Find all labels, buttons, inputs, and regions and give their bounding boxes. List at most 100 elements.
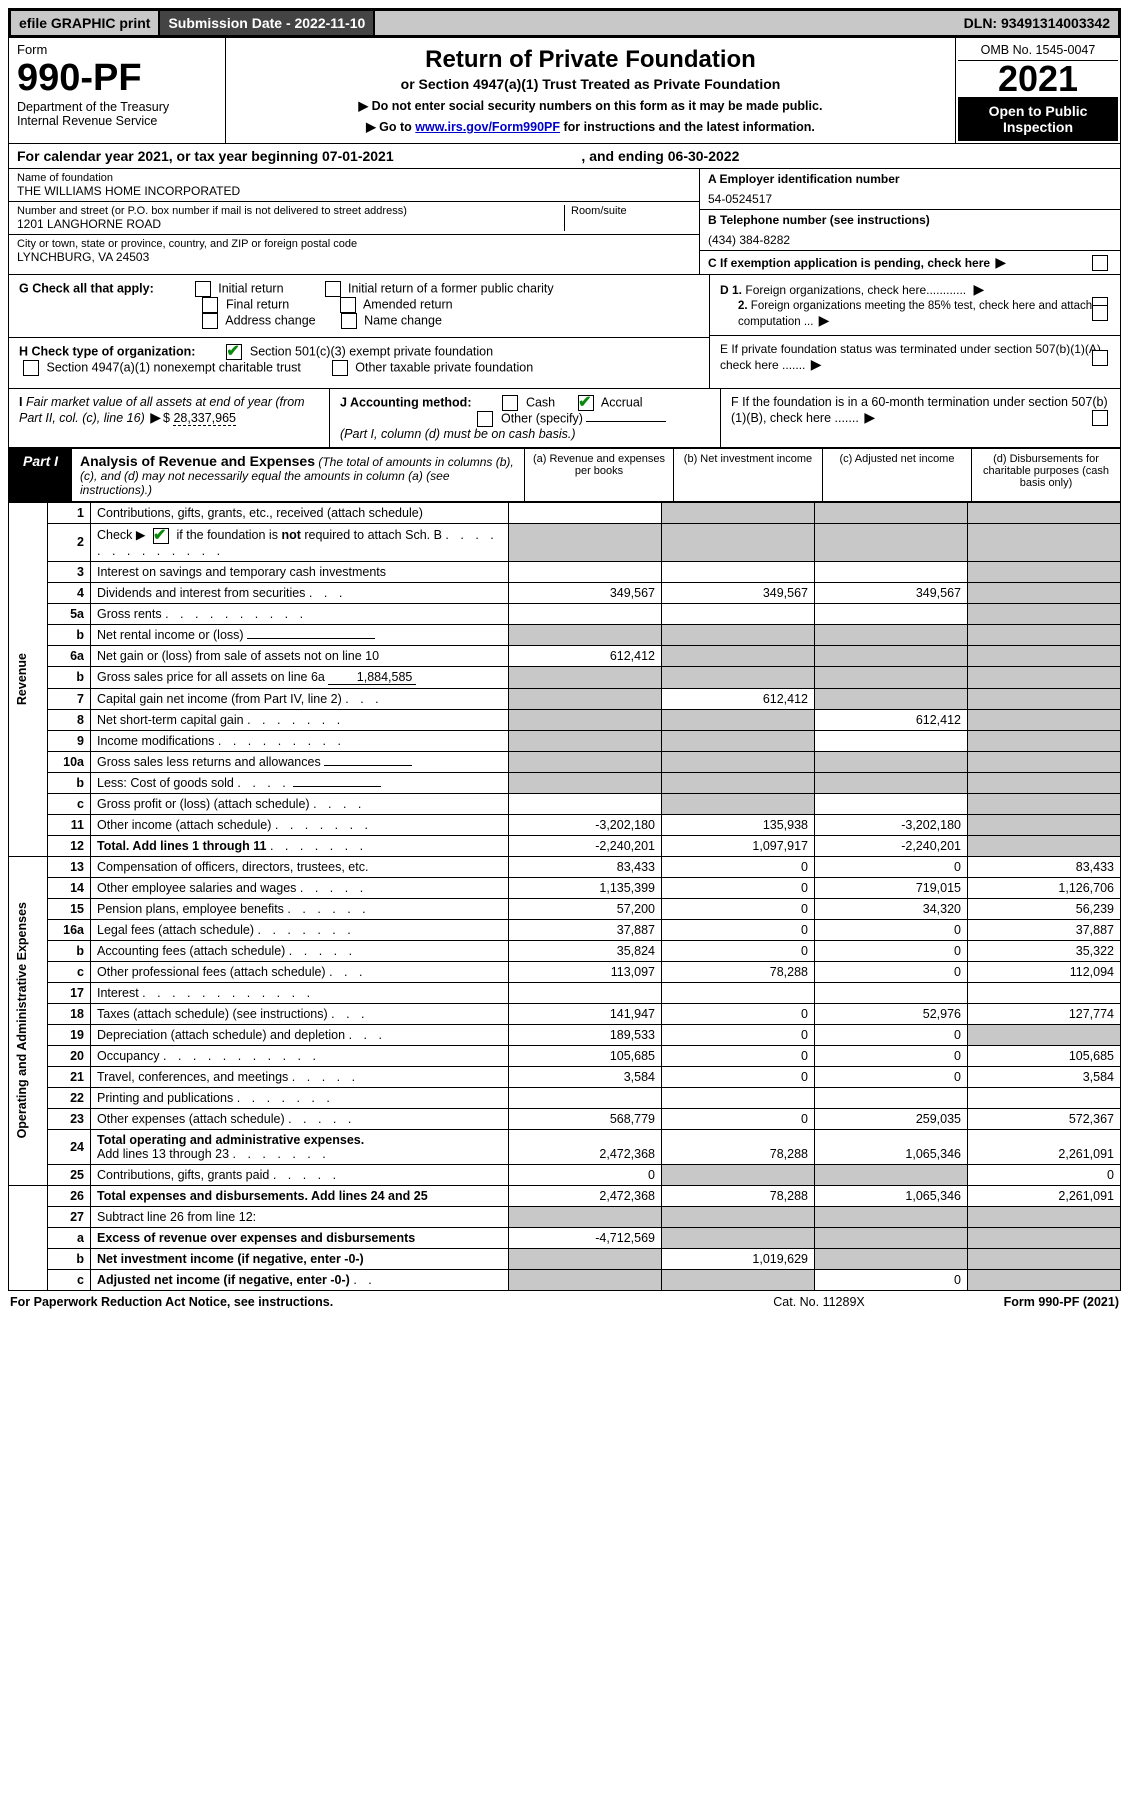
f-cell: F If the foundation is in a 60-month ter… [721, 389, 1120, 447]
l16b-b: 0 [662, 940, 815, 961]
line-16c-desc: Other professional fees (attach schedule… [91, 961, 509, 982]
line-6a-desc: Net gain or (loss) from sale of assets n… [91, 645, 509, 666]
l4-b: 349,567 [662, 582, 815, 603]
c-checkbox[interactable] [1092, 255, 1108, 271]
col-b-header: (b) Net investment income [673, 449, 822, 501]
table-row: 18Taxes (attach schedule) (see instructi… [9, 1003, 1121, 1024]
table-row: bNet rental income or (loss) [9, 624, 1121, 645]
d2-checkbox[interactable] [1092, 305, 1108, 321]
g-address-change-checkbox[interactable] [202, 313, 218, 329]
table-row: 27Subtract line 26 from line 12: [9, 1206, 1121, 1227]
table-row: 8Net short-term capital gain . . . . . .… [9, 709, 1121, 730]
l16c-b: 78,288 [662, 961, 815, 982]
l11-a: -3,202,180 [509, 814, 662, 835]
city-cell: City or town, state or province, country… [9, 234, 699, 267]
address-cell: Number and street (or P.O. box number if… [9, 201, 699, 234]
j-other-label: Other (specify) [501, 411, 583, 425]
g-amended-checkbox[interactable] [340, 297, 356, 313]
table-row: 10aGross sales less returns and allowanc… [9, 751, 1121, 772]
l15-c: 34,320 [815, 898, 968, 919]
telephone-cell: B Telephone number (see instructions) (4… [700, 209, 1120, 250]
g-initial-return-checkbox[interactable] [195, 281, 211, 297]
l2-checkbox[interactable] [153, 528, 169, 544]
j-label: J Accounting method: [340, 395, 471, 409]
line-24-desc: Total operating and administrative expen… [91, 1129, 509, 1164]
line-10a-desc: Gross sales less returns and allowances [91, 751, 509, 772]
tel-value: (434) 384-8282 [708, 233, 1112, 247]
table-row: bAccounting fees (attach schedule) . . .… [9, 940, 1121, 961]
line-27a-desc: Excess of revenue over expenses and disb… [91, 1227, 509, 1248]
g-opt-5: Name change [364, 313, 442, 327]
g-name-change-checkbox[interactable] [341, 313, 357, 329]
l20-b: 0 [662, 1045, 815, 1066]
foundation-name-cell: Name of foundation THE WILLIAMS HOME INC… [9, 169, 699, 201]
line-10b-desc: Less: Cost of goods sold . . . . [91, 772, 509, 793]
l19-c: 0 [815, 1024, 968, 1045]
j-cash-checkbox[interactable] [502, 395, 518, 411]
i-cell: I Fair market value of all assets at end… [9, 389, 330, 447]
l15-d: 56,239 [968, 898, 1121, 919]
l16a-c: 0 [815, 919, 968, 940]
cal-year-pre: For calendar year 2021, or tax year begi… [17, 148, 394, 164]
l26-d: 2,261,091 [968, 1185, 1121, 1206]
l12-a: -2,240,201 [509, 835, 662, 856]
l23-c: 259,035 [815, 1108, 968, 1129]
table-row: 21Travel, conferences, and meetings . . … [9, 1066, 1121, 1087]
f-checkbox[interactable] [1092, 410, 1108, 426]
line-4-desc: Dividends and interest from securities .… [91, 582, 509, 603]
e-checkbox[interactable] [1092, 350, 1108, 366]
line-12-desc: Total. Add lines 1 through 11 . . . . . … [91, 835, 509, 856]
l16c-d: 112,094 [968, 961, 1121, 982]
g-final-return-checkbox[interactable] [202, 297, 218, 313]
l27b-b: 1,019,629 [662, 1248, 815, 1269]
line-21-desc: Travel, conferences, and meetings . . . … [91, 1066, 509, 1087]
foundation-name: THE WILLIAMS HOME INCORPORATED [17, 184, 691, 198]
l18-c: 52,976 [815, 1003, 968, 1024]
ein-label: A Employer identification number [708, 172, 900, 186]
j-note: (Part I, column (d) must be on cash basi… [340, 427, 710, 441]
h-other-taxable-checkbox[interactable] [332, 360, 348, 376]
l20-a: 105,685 [509, 1045, 662, 1066]
line-10c-desc: Gross profit or (loss) (attach schedule)… [91, 793, 509, 814]
line-19-desc: Depreciation (attach schedule) and deple… [91, 1024, 509, 1045]
ein-value: 54-0524517 [708, 192, 1112, 206]
g-initial-former-checkbox[interactable] [325, 281, 341, 297]
l18-b: 0 [662, 1003, 815, 1024]
l14-d: 1,126,706 [968, 877, 1121, 898]
table-row: 15Pension plans, employee benefits . . .… [9, 898, 1121, 919]
c-exemption-cell: C If exemption application is pending, c… [700, 250, 1120, 274]
g-opt-4: Address change [225, 313, 315, 327]
irs-link[interactable]: www.irs.gov/Form990PF [415, 120, 560, 134]
l13-a: 83,433 [509, 856, 662, 877]
h-4947-checkbox[interactable] [23, 360, 39, 376]
table-row: 24Total operating and administrative exp… [9, 1129, 1121, 1164]
l14-c: 719,015 [815, 877, 968, 898]
footer-right: Form 990-PF (2021) [919, 1295, 1119, 1309]
line-9-desc: Income modifications . . . . . . . . . [91, 730, 509, 751]
j-other-checkbox[interactable] [477, 411, 493, 427]
line-5a-desc: Gross rents . . . . . . . . . . [91, 603, 509, 624]
inst2-pre: ▶ Go to [366, 120, 415, 134]
revenue-section-label: Revenue [15, 653, 29, 705]
part1-header: Part I Analysis of Revenue and Expenses … [8, 448, 1121, 502]
col-a-header: (a) Revenue and expenses per books [524, 449, 673, 501]
checkbox-left: G Check all that apply: Initial return I… [9, 275, 710, 388]
col-d-header: (d) Disbursements for charitable purpose… [971, 449, 1120, 501]
g-label: G Check all that apply: [19, 281, 154, 295]
g-opt-1: Initial return of a former public charit… [348, 281, 554, 295]
l13-b: 0 [662, 856, 815, 877]
inst2-post: for instructions and the latest informat… [560, 120, 815, 134]
j-cash-label: Cash [526, 395, 555, 409]
l19-b: 0 [662, 1024, 815, 1045]
line-6b-desc: Gross sales price for all assets on line… [91, 666, 509, 688]
c-label: C If exemption application is pending, c… [708, 256, 990, 270]
h-501c3-checkbox[interactable] [226, 344, 242, 360]
calendar-year-line: For calendar year 2021, or tax year begi… [8, 144, 1121, 169]
l16a-d: 37,887 [968, 919, 1121, 940]
l4-a: 349,567 [509, 582, 662, 603]
j-accrual-checkbox[interactable] [578, 395, 594, 411]
table-row: 12Total. Add lines 1 through 11 . . . . … [9, 835, 1121, 856]
line-8-desc: Net short-term capital gain . . . . . . … [91, 709, 509, 730]
form-instruction-1: ▶ Do not enter social security numbers o… [232, 98, 949, 113]
e-text: E If private foundation status was termi… [720, 342, 1104, 372]
